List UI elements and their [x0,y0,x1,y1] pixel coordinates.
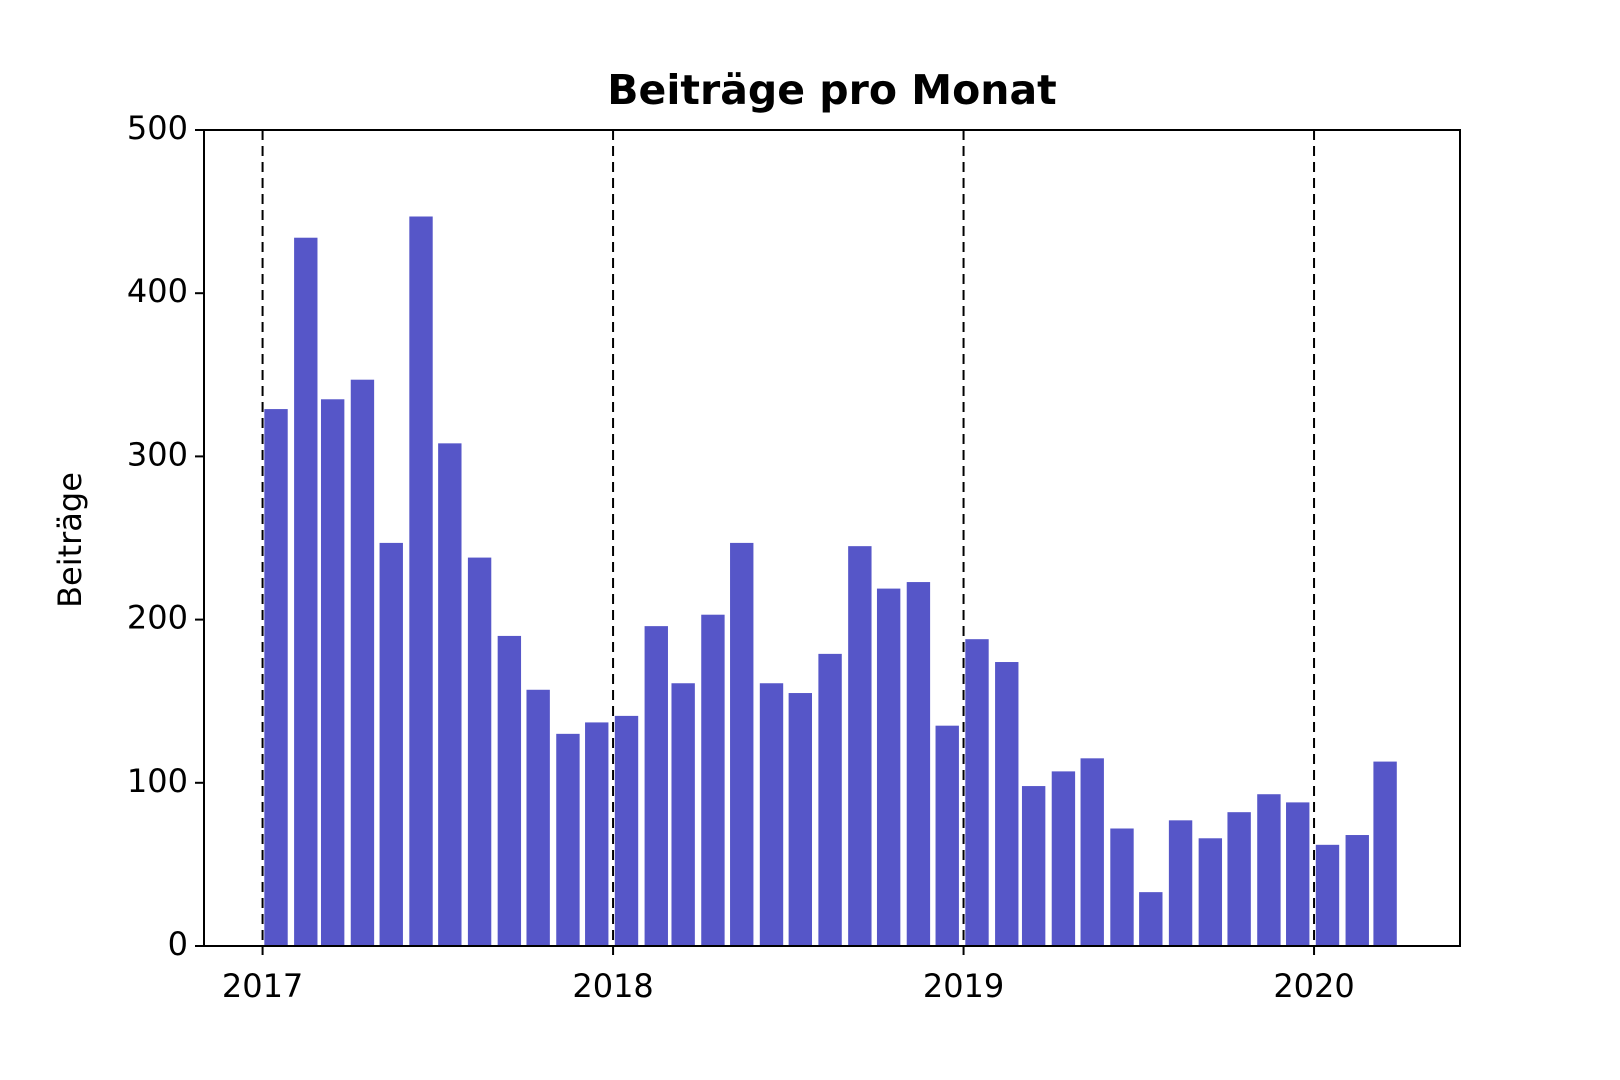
bar [818,653,842,946]
bar [497,635,522,946]
bar [1286,802,1310,946]
y-tick-label: 100 [127,762,188,800]
bar [906,582,931,946]
y-tick-label: 500 [127,109,188,147]
bar [320,399,345,946]
bar [730,542,754,946]
bar [1051,771,1076,946]
bar [350,379,375,946]
bar [585,722,609,946]
bar [1315,844,1340,946]
bar [848,546,872,946]
bar [788,693,813,946]
bar [1227,812,1251,946]
bar [759,683,784,946]
chart-title: Beiträge pro Monat [607,66,1056,114]
bar [1110,828,1134,946]
bar [614,715,639,946]
y-axis-label: Beiträge [51,472,89,608]
y-tick-label: 300 [127,435,188,473]
bar [379,542,403,946]
y-tick-label: 0 [168,925,188,963]
plot-frame [203,129,1461,947]
bar [644,626,668,946]
bar [876,588,901,946]
y-tick-label: 400 [127,272,188,310]
bar [1198,838,1223,946]
bar [467,557,492,946]
bar [1021,786,1046,946]
bar [1080,758,1104,946]
bar [935,725,959,946]
bar [556,733,580,946]
bar [1168,820,1193,946]
bar [294,237,318,946]
bar [1257,794,1281,946]
bar [1139,892,1163,946]
bar [526,689,550,946]
x-tick-label: 2020 [1273,967,1354,1005]
bar [965,639,989,946]
bar [438,443,462,946]
bar [995,662,1019,946]
x-tick-label: 2019 [923,967,1004,1005]
bar [701,614,725,946]
bar [264,409,288,946]
x-tick-label: 2017 [222,967,303,1005]
bar [1373,761,1397,946]
bar [409,216,433,947]
x-tick-label: 2018 [572,967,653,1005]
bar [1345,835,1369,946]
bar [671,683,695,946]
y-tick-label: 200 [127,599,188,637]
